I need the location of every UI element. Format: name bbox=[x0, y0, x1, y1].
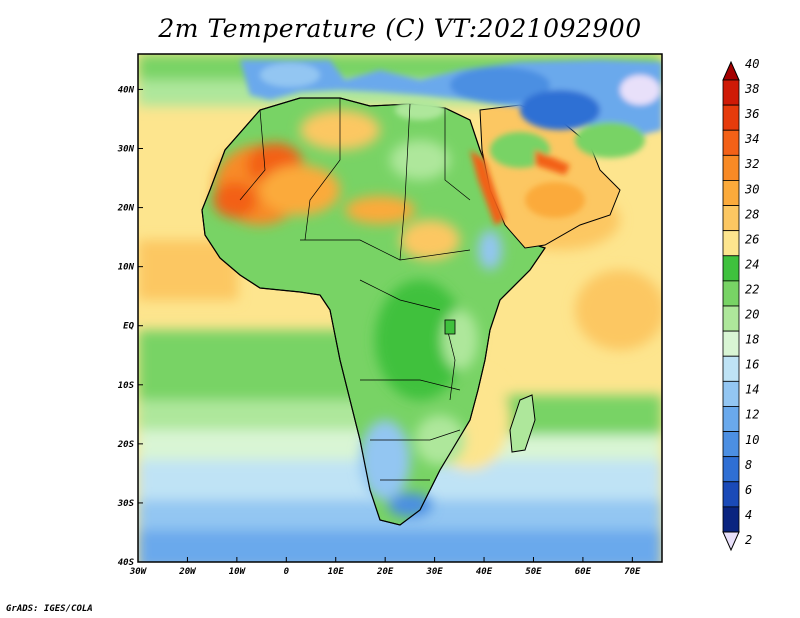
longitude-ticks: 30W 20W 10W 0 10E 20E 30E 40E 50E 60E 70E bbox=[129, 557, 641, 577]
colorbar-label: 4 bbox=[745, 508, 752, 522]
arabian-peninsula bbox=[470, 104, 621, 249]
colorbar-segment bbox=[722, 230, 740, 257]
lon-tick-label: 70E bbox=[624, 567, 641, 577]
colorbar-segment bbox=[722, 280, 740, 307]
lon-tick-label: 30E bbox=[425, 567, 443, 577]
lon-tick-label: 50E bbox=[525, 567, 542, 577]
madagascar bbox=[509, 394, 536, 453]
colorbar-segment bbox=[722, 380, 740, 407]
colorbar-segment bbox=[722, 255, 740, 282]
colorbar-label: 6 bbox=[745, 483, 752, 497]
lon-tick-label: 20W bbox=[178, 567, 197, 577]
lat-tick-label: EQ bbox=[123, 322, 134, 332]
lat-tick-label: 30S bbox=[117, 499, 135, 509]
lon-tick-label: 40E bbox=[476, 567, 493, 577]
colorbar-segment bbox=[722, 129, 740, 156]
grads-credit: GrADS: IGES/COLA bbox=[6, 604, 93, 614]
colorbar-segment bbox=[722, 305, 740, 332]
map-title: 2m Temperature (C) VT:2021092900 bbox=[158, 14, 642, 43]
colorbar-label: 12 bbox=[745, 408, 759, 422]
colorbar-segment bbox=[722, 104, 740, 131]
colorbar-label: 24 bbox=[745, 257, 759, 271]
colorbar-top-arrow bbox=[722, 60, 740, 81]
colorbar-label: 14 bbox=[745, 383, 759, 397]
colorbar-segment bbox=[722, 79, 740, 106]
colorbar-label: 8 bbox=[745, 458, 752, 472]
colorbar-label: 16 bbox=[745, 358, 759, 372]
lon-tick-label: 20E bbox=[376, 567, 394, 577]
north-region bbox=[240, 60, 662, 158]
colorbar-segment bbox=[722, 431, 740, 458]
colorbar-label: 32 bbox=[744, 157, 759, 171]
lon-tick-label: 10E bbox=[328, 567, 345, 577]
colorbar-label: 18 bbox=[745, 333, 759, 347]
lon-tick-label: 30W bbox=[129, 567, 148, 577]
colorbar-segment bbox=[722, 355, 740, 382]
colorbar-label: 38 bbox=[744, 82, 759, 96]
colorbar-segment bbox=[722, 506, 740, 533]
colorbar-segment bbox=[722, 154, 740, 181]
lat-tick-label: 20S bbox=[117, 440, 135, 450]
colorbar-label: 30 bbox=[744, 182, 759, 196]
lon-tick-label: 60E bbox=[575, 567, 592, 577]
map-frame bbox=[137, 53, 663, 563]
colorbar-label: 2 bbox=[745, 533, 752, 547]
lat-tick-label: 10N bbox=[118, 263, 135, 273]
colorbar: 40 38 36 34 32 30 28 26 24 22 20 18 16 14 12 10 8 6 4 2 bbox=[722, 57, 759, 552]
lat-tick-label: 10S bbox=[118, 381, 135, 391]
colorbar-label: 10 bbox=[745, 433, 759, 447]
country-borders bbox=[239, 98, 471, 481]
latitude-ticks: 40N 30N 20N 10N EQ 10S 20S 30S 40S bbox=[117, 85, 143, 568]
lat-tick-label: 40N bbox=[118, 85, 135, 95]
lat-tick-label: 30N bbox=[117, 145, 135, 155]
lon-tick-label: 0 bbox=[284, 567, 290, 577]
map-field bbox=[138, 54, 662, 562]
lon-tick-label: 10W bbox=[229, 567, 247, 577]
colorbar-segment bbox=[722, 406, 740, 432]
colorbar-label: 20 bbox=[745, 308, 759, 322]
colorbar-segment bbox=[722, 456, 740, 483]
lat-tick-label: 20N bbox=[117, 204, 135, 214]
colorbar-label: 28 bbox=[745, 207, 759, 221]
colorbar-label: 26 bbox=[745, 232, 759, 246]
colorbar-segment bbox=[722, 205, 740, 232]
colorbar-bottom-arrow bbox=[722, 531, 740, 552]
colorbar-label: 22 bbox=[745, 282, 759, 296]
colorbar-label: 36 bbox=[744, 107, 759, 121]
colorbar-segment bbox=[722, 180, 740, 206]
colorbar-segment bbox=[722, 330, 740, 357]
lat-tick-label: 40S bbox=[118, 558, 135, 568]
colorbar-label: 40 bbox=[745, 57, 759, 71]
colorbar-segment bbox=[722, 481, 740, 508]
colorbar-label: 34 bbox=[744, 132, 759, 146]
